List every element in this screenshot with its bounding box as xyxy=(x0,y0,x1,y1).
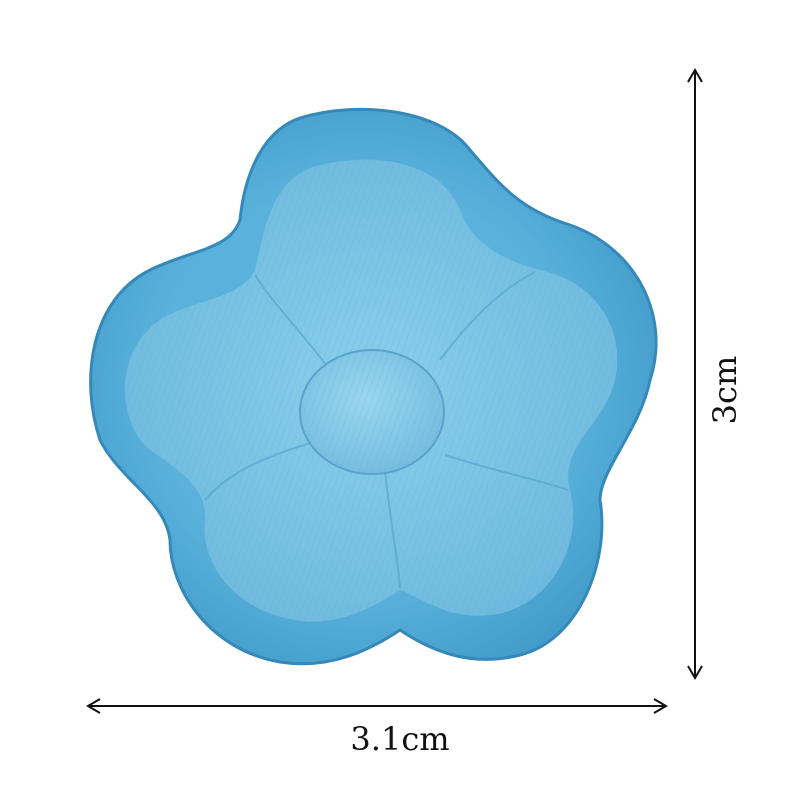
height-dimension: 3cm xyxy=(687,68,744,680)
width-label: 3.1cm xyxy=(350,720,449,758)
width-dimension: 3.1cm xyxy=(86,698,668,758)
height-label: 3cm xyxy=(706,356,744,425)
petal-seams xyxy=(204,271,569,589)
flower-patch xyxy=(89,107,658,666)
